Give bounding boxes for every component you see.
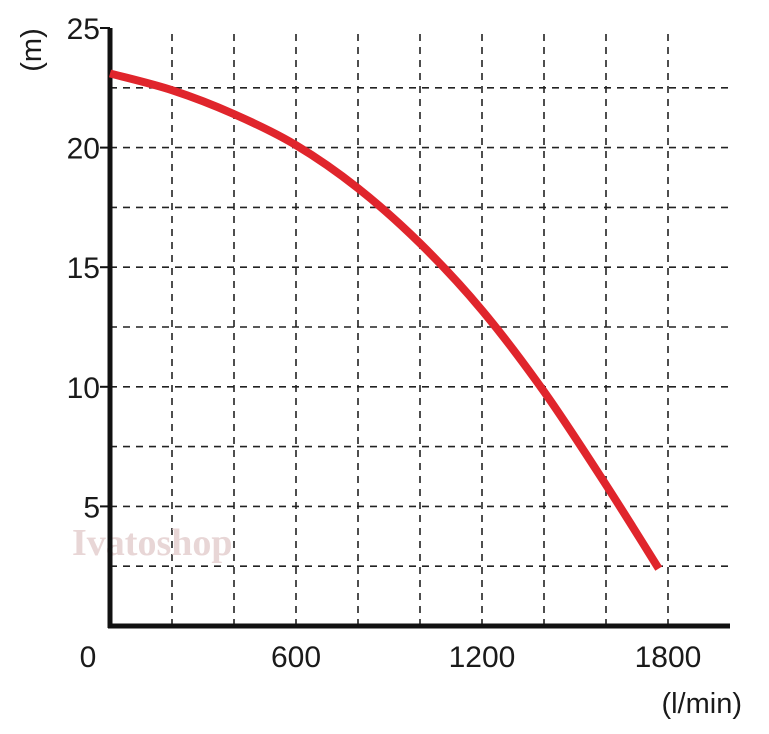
watermark-text: Ivatoshop (72, 522, 233, 564)
grid-lines (110, 28, 730, 626)
y-tick-label: 5 (83, 491, 100, 524)
axes (100, 27, 730, 629)
y-tick-label: 25 (67, 13, 100, 46)
series-line (108, 69, 663, 571)
series-layer (108, 69, 663, 571)
y-axis-label: (m) (16, 28, 48, 71)
x-axis-label: (l/min) (661, 688, 742, 720)
tick-labels: 5 10 15 20 25 600 1200 1800 (67, 13, 702, 674)
y-tick-label: 20 (67, 133, 100, 166)
x-tick-label: 600 (271, 641, 321, 674)
y-tick-label: 10 (67, 372, 100, 405)
x-tick-label: 1200 (449, 641, 516, 674)
origin-label: 0 (80, 641, 97, 674)
x-tick-label: 1800 (635, 641, 702, 674)
y-tick-label: 15 (67, 252, 100, 285)
